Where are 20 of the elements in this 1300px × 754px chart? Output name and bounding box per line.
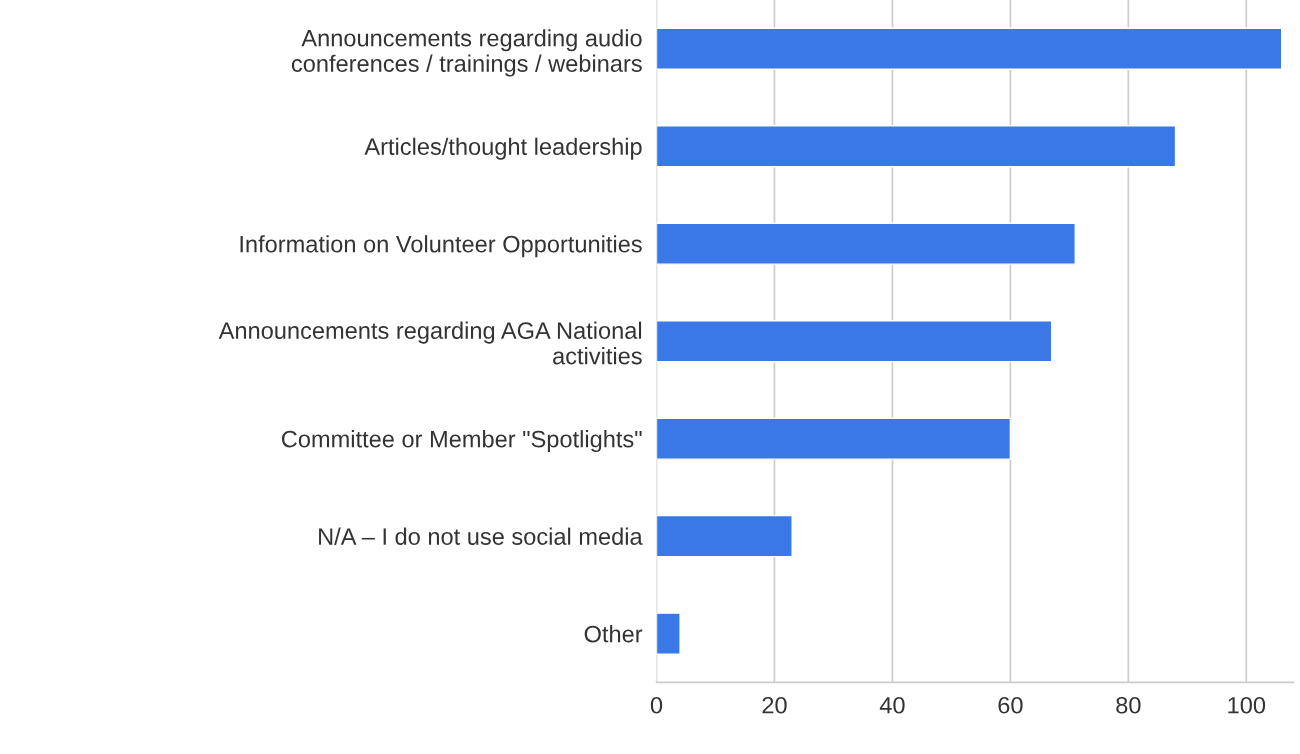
bar bbox=[656, 125, 1177, 168]
bar bbox=[656, 612, 681, 655]
bar bbox=[656, 514, 793, 558]
x-tick-label: 100 bbox=[1228, 696, 1266, 714]
x-tick-label: 80 bbox=[1116, 696, 1141, 714]
y-tick-label: Committee or Member "Spotlights" bbox=[281, 430, 642, 453]
y-tick-label: Information on Volunteer Opportunities bbox=[240, 235, 642, 258]
bar bbox=[656, 222, 1076, 265]
bar bbox=[656, 417, 1012, 460]
x-tick-label: 40 bbox=[879, 696, 905, 714]
y-tick-label: Announcements regarding audio conferences / trainings / webinars bbox=[291, 29, 642, 77]
y-tick-label: Other bbox=[584, 625, 643, 643]
y-tick-label: N/A – I do not use social media bbox=[319, 527, 643, 545]
bar bbox=[656, 320, 1053, 363]
x-tick-label: 60 bbox=[998, 696, 1023, 714]
bar bbox=[656, 27, 1283, 70]
x-tick-label: 20 bbox=[762, 696, 787, 714]
y-tick-label: Announcements regarding AGA National activities bbox=[218, 321, 642, 365]
y-tick-label: Articles/thought leadership bbox=[364, 137, 642, 160]
x-tick-label: 0 bbox=[650, 696, 663, 714]
